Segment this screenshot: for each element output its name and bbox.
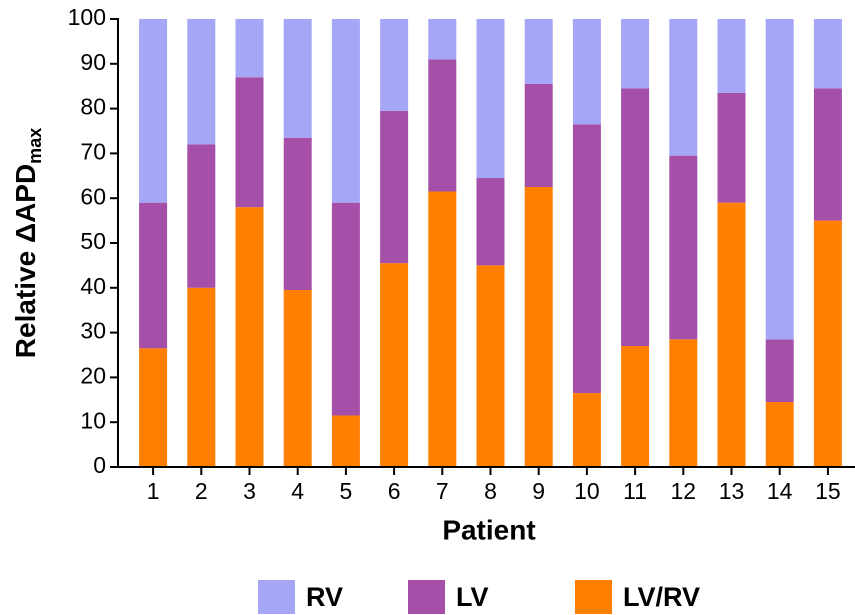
legend-label: LV [456, 582, 489, 612]
bar-segment [283, 290, 312, 467]
bar-segment [669, 19, 698, 156]
bar-segment [235, 207, 264, 467]
x-tick-label: 9 [532, 478, 545, 504]
x-axis-label: Patient [442, 514, 535, 545]
bar-segment [380, 110, 409, 264]
y-tick-label: 40 [80, 273, 106, 299]
bar-segment [524, 83, 553, 187]
bar-segment [813, 19, 842, 89]
x-tick-label: 13 [719, 478, 745, 504]
y-tick-label: 90 [80, 49, 106, 75]
y-tick-label: 20 [80, 362, 106, 388]
bar-segment [717, 202, 746, 467]
bar-segment [524, 19, 553, 84]
bar-segment [476, 19, 505, 179]
bar-segment [235, 19, 264, 78]
bar-segment [187, 19, 216, 145]
y-tick-label: 30 [80, 318, 106, 344]
bar-segment [621, 19, 650, 89]
bar-segment [476, 265, 505, 467]
legend-swatch [575, 580, 612, 614]
x-tick-label: 15 [815, 478, 841, 504]
legend-label: LV/RV [623, 582, 700, 612]
bar-segment [380, 263, 409, 467]
bar-segment [572, 124, 601, 394]
x-tick-label: 14 [767, 478, 793, 504]
bar-segment [621, 88, 650, 347]
bar-segment [428, 191, 457, 468]
bar-segment [139, 19, 168, 203]
x-tick-label: 7 [436, 478, 449, 504]
bar-segment [235, 77, 264, 208]
y-tick-label: 50 [80, 228, 106, 254]
bar-segment [476, 178, 505, 266]
x-tick-label: 10 [574, 478, 600, 504]
x-tick-label: 1 [147, 478, 160, 504]
bar-segment [380, 19, 409, 111]
bar-segment [765, 339, 794, 403]
bar-segment [572, 19, 601, 125]
y-tick-label: 100 [68, 4, 106, 30]
bar-segment [524, 187, 553, 467]
x-tick-label: 4 [291, 478, 304, 504]
bar-segment [331, 19, 360, 203]
y-axis-label-sub: max [25, 128, 45, 164]
bar-segment [139, 348, 168, 467]
y-tick-label: 10 [80, 407, 106, 433]
bar-segment [765, 19, 794, 340]
bar-segment [283, 19, 312, 138]
bar-segment [139, 202, 168, 349]
legend-swatch [408, 580, 445, 614]
bar-segment [717, 19, 746, 93]
bar-segment [621, 346, 650, 467]
y-tick-label: 70 [80, 138, 106, 164]
bar-segment [331, 415, 360, 467]
x-tick-label: 11 [623, 478, 647, 504]
x-tick-label: 12 [671, 478, 697, 504]
bar-segment [765, 402, 794, 467]
x-tick-label: 2 [195, 478, 208, 504]
bar-segment [813, 88, 842, 221]
bar-segment [813, 220, 842, 467]
x-tick-label: 6 [388, 478, 401, 504]
bar-segment [669, 155, 698, 340]
x-tick-label: 8 [484, 478, 497, 504]
y-tick-label: 80 [80, 94, 106, 120]
x-tick-label: 5 [340, 478, 353, 504]
bar-segment [669, 339, 698, 467]
legend-label: RV [306, 582, 343, 612]
y-axis-label-main: Relative ΔAPD [10, 164, 41, 358]
bar-segment [283, 137, 312, 291]
legend-swatch [258, 580, 295, 614]
bar-segment [572, 393, 601, 467]
y-tick-label: 0 [93, 452, 106, 478]
bar-segment [331, 202, 360, 416]
y-axis-label: Relative ΔAPDmax [10, 128, 44, 358]
bar-segment [428, 59, 457, 192]
bar-segment [187, 144, 216, 288]
bar-segment [428, 19, 457, 60]
x-tick-label: 3 [243, 478, 256, 504]
y-tick-label: 60 [80, 183, 106, 209]
bar-segment [717, 92, 746, 203]
bar-segment [187, 287, 216, 467]
